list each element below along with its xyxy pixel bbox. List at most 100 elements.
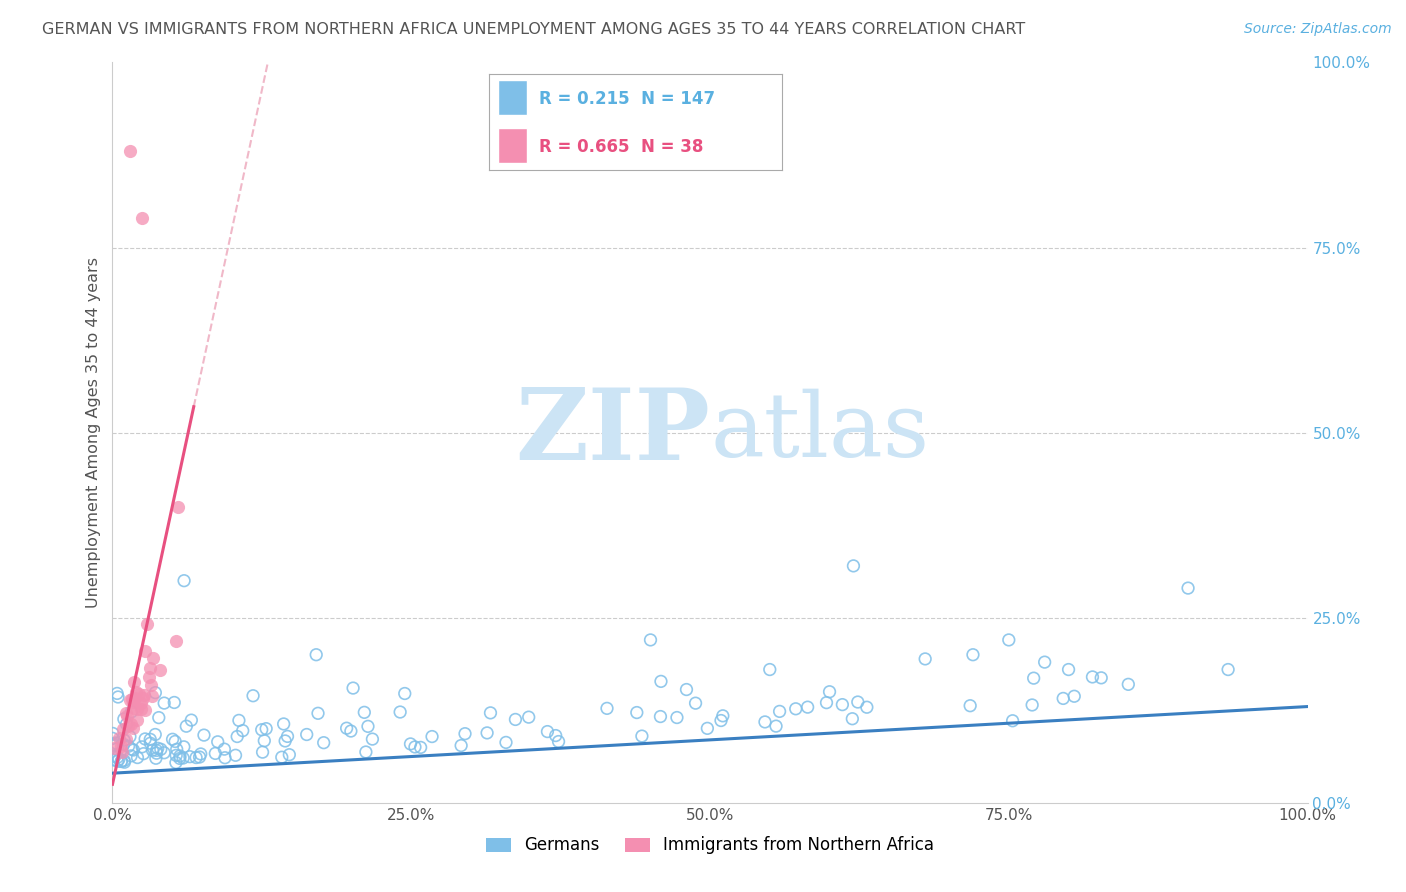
Point — [307, 706, 329, 721]
Point — [122, 674, 145, 689]
Point — [228, 714, 250, 728]
Point — [754, 714, 776, 729]
Point — [626, 706, 648, 720]
Point — [121, 692, 143, 706]
Point — [188, 750, 211, 764]
Point — [112, 754, 135, 768]
Point — [107, 754, 129, 768]
Point — [120, 717, 142, 731]
Point — [112, 722, 135, 736]
Point — [112, 712, 135, 726]
Point — [145, 746, 167, 760]
Point — [103, 741, 125, 756]
Point — [132, 690, 155, 705]
Point — [167, 500, 190, 514]
Point — [134, 731, 156, 746]
Point — [145, 743, 167, 757]
Point — [139, 661, 162, 675]
Point — [696, 722, 718, 736]
Point — [768, 705, 790, 719]
Point — [107, 750, 129, 764]
Point — [120, 145, 142, 159]
Point — [815, 696, 838, 710]
Point — [115, 717, 138, 731]
Point — [796, 700, 818, 714]
Point — [108, 752, 131, 766]
Point — [962, 648, 984, 662]
Point — [112, 738, 135, 752]
Point — [831, 698, 853, 712]
Point — [354, 745, 377, 759]
Point — [110, 754, 132, 768]
Point — [841, 712, 863, 726]
Point — [340, 724, 363, 739]
Point — [389, 705, 412, 719]
Point — [1063, 690, 1085, 704]
Point — [1022, 671, 1045, 685]
Point — [124, 701, 146, 715]
Point — [165, 748, 187, 763]
Point — [129, 701, 152, 715]
Point — [127, 750, 149, 764]
Point — [536, 724, 558, 739]
Point — [115, 731, 138, 746]
Point — [112, 733, 135, 747]
Point — [173, 574, 195, 588]
Point — [665, 710, 688, 724]
Point — [163, 696, 186, 710]
Point — [270, 750, 292, 764]
Text: atlas: atlas — [710, 389, 929, 476]
Point — [998, 632, 1021, 647]
Point — [250, 723, 273, 737]
Point — [631, 729, 654, 743]
Point — [117, 719, 139, 733]
Point — [547, 734, 569, 748]
Point — [121, 742, 143, 756]
Point — [124, 690, 146, 705]
Point — [232, 723, 254, 738]
Point — [142, 650, 165, 665]
Point — [505, 713, 527, 727]
Point — [711, 709, 734, 723]
Point — [165, 634, 187, 648]
Point — [146, 741, 169, 756]
Point — [959, 698, 981, 713]
Point — [166, 742, 188, 756]
Point — [162, 732, 184, 747]
Point — [117, 739, 139, 754]
Point — [141, 690, 163, 704]
Point — [361, 732, 384, 747]
Point — [122, 695, 145, 709]
Point — [141, 678, 163, 692]
Point — [454, 727, 477, 741]
Point — [101, 731, 124, 746]
Point — [1216, 663, 1239, 677]
Point — [169, 751, 191, 765]
Point — [765, 719, 787, 733]
Point — [129, 697, 152, 711]
Point — [110, 755, 132, 769]
Point — [111, 745, 134, 759]
Point — [650, 709, 672, 723]
Point — [125, 713, 148, 727]
Point — [115, 706, 138, 720]
Point — [420, 730, 443, 744]
Point — [295, 727, 318, 741]
Point — [139, 732, 162, 747]
Point — [131, 739, 153, 754]
Point — [278, 747, 301, 762]
Point — [122, 743, 145, 757]
Point — [253, 733, 276, 747]
Point — [273, 717, 295, 731]
Point — [108, 731, 131, 745]
Point — [128, 687, 150, 701]
Point — [1033, 655, 1056, 669]
Point — [127, 702, 149, 716]
Point — [353, 706, 375, 720]
Point — [342, 681, 364, 695]
Point — [252, 745, 274, 759]
Point — [153, 746, 176, 760]
Point — [139, 736, 162, 750]
Point — [143, 685, 166, 699]
Point — [180, 713, 202, 727]
